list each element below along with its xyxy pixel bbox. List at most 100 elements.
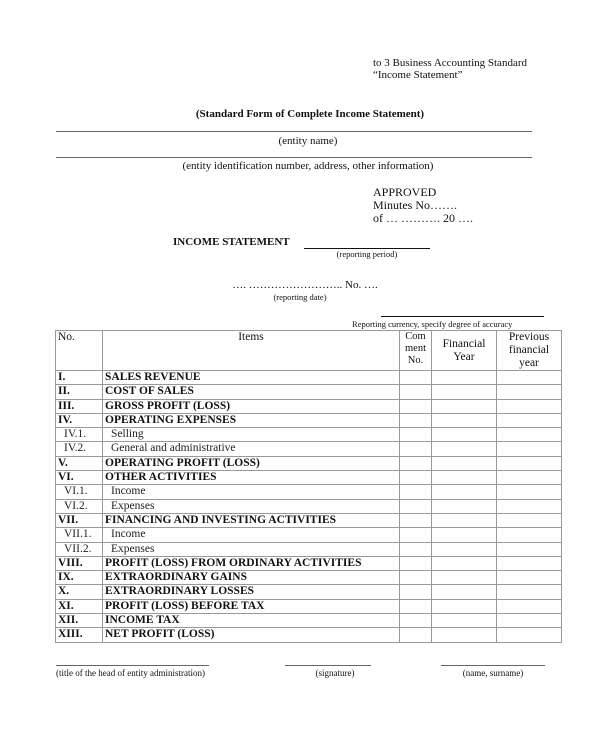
row-number: V.: [55, 455, 103, 472]
comment-no-cell[interactable]: [399, 384, 432, 400]
row-number: III.: [55, 398, 103, 414]
row-number: IV.2.: [55, 441, 103, 457]
financial-year-cell[interactable]: [431, 441, 497, 457]
financial-year-cell[interactable]: [431, 527, 497, 543]
financial-year-cell[interactable]: [431, 484, 497, 500]
previous-year-cell[interactable]: [496, 498, 562, 514]
financial-year-cell[interactable]: [431, 470, 497, 486]
comment-no-cell[interactable]: [399, 555, 432, 572]
row-item: PROFIT (LOSS) BEFORE TAX: [102, 598, 400, 615]
financial-year-cell[interactable]: [431, 384, 497, 400]
comment-no-cell[interactable]: [399, 470, 432, 486]
row-number: VI.2.: [55, 498, 103, 514]
previous-year-cell[interactable]: [496, 441, 562, 457]
previous-year-cell[interactable]: [496, 584, 562, 600]
comment-no-cell[interactable]: [399, 570, 432, 586]
row-number: XII.: [55, 613, 103, 629]
financial-year-cell[interactable]: [431, 627, 497, 643]
annex-line-2: “Income Statement”: [373, 69, 463, 81]
previous-year-cell[interactable]: [496, 627, 562, 643]
row-number: VI.: [55, 470, 103, 486]
reporting-period-line[interactable]: [304, 248, 430, 249]
comment-no-cell[interactable]: [399, 541, 432, 557]
table-row: III. GROSS PROFIT (LOSS): [55, 398, 562, 414]
signature-line[interactable]: [285, 665, 371, 666]
name-line[interactable]: [441, 665, 545, 666]
comment-no-cell[interactable]: [399, 427, 432, 443]
table-row: VII.2. Expenses: [55, 541, 562, 557]
previous-year-cell[interactable]: [496, 512, 562, 529]
comment-no-cell[interactable]: [399, 498, 432, 514]
comment-no-cell[interactable]: [399, 398, 432, 414]
row-number: VII.: [55, 512, 103, 529]
financial-year-cell[interactable]: [431, 427, 497, 443]
comment-no-cell[interactable]: [399, 441, 432, 457]
financial-year-cell[interactable]: [431, 412, 497, 429]
currency-label: Reporting currency, specify degree of ac…: [352, 319, 513, 329]
comment-no-cell[interactable]: [399, 584, 432, 600]
financial-year-cell[interactable]: [431, 455, 497, 472]
financial-year-cell[interactable]: [431, 541, 497, 557]
comment-no-cell[interactable]: [399, 598, 432, 615]
previous-year-cell[interactable]: [496, 369, 562, 386]
previous-year-cell[interactable]: [496, 613, 562, 629]
previous-year-cell[interactable]: [496, 541, 562, 557]
comment-no-cell[interactable]: [399, 455, 432, 472]
previous-year-cell[interactable]: [496, 527, 562, 543]
previous-year-cell[interactable]: [496, 470, 562, 486]
previous-year-cell[interactable]: [496, 384, 562, 400]
row-number: VI.1.: [55, 484, 103, 500]
row-item: Expenses: [102, 541, 400, 557]
previous-year-cell[interactable]: [496, 427, 562, 443]
table-row: VII.1. Income: [55, 527, 562, 543]
comment-no-cell[interactable]: [399, 369, 432, 386]
financial-year-cell[interactable]: [431, 584, 497, 600]
row-item: General and administrative: [102, 441, 400, 457]
row-item: Selling: [102, 427, 400, 443]
previous-year-cell[interactable]: [496, 598, 562, 615]
financial-year-cell[interactable]: [431, 570, 497, 586]
table-row: I. SALES REVENUE: [55, 369, 562, 386]
table-body: I. SALES REVENUE II. COST OF SALES III. GROSS…: [55, 369, 562, 643]
comment-no-cell[interactable]: [399, 627, 432, 643]
financial-year-cell[interactable]: [431, 598, 497, 615]
financial-year-cell[interactable]: [431, 369, 497, 386]
entity-info-label: (entity identification number, address, …: [182, 160, 434, 172]
comment-no-cell[interactable]: [399, 484, 432, 500]
financial-year-cell[interactable]: [431, 613, 497, 629]
row-number: IV.: [55, 412, 103, 429]
previous-year-cell[interactable]: [496, 484, 562, 500]
previous-year-cell[interactable]: [496, 455, 562, 472]
row-item: PROFIT (LOSS) FROM ORDINARY ACTIVITIES: [102, 555, 400, 572]
table-row: VIII. PROFIT (LOSS) FROM ORDINARY ACTIVIT…: [55, 555, 562, 572]
financial-year-cell[interactable]: [431, 498, 497, 514]
form-title: (Standard Form of Complete Income Statem…: [195, 108, 425, 120]
previous-year-cell[interactable]: [496, 570, 562, 586]
previous-year-cell[interactable]: [496, 555, 562, 572]
minutes-field: Minutes No…….: [373, 198, 457, 212]
previous-year-cell[interactable]: [496, 398, 562, 414]
name-label: (name, surname): [462, 668, 524, 678]
signature-label: (signature): [315, 668, 355, 678]
row-item: COST OF SALES: [102, 384, 400, 400]
row-item: OPERATING PROFIT (LOSS): [102, 455, 400, 472]
financial-year-cell[interactable]: [431, 512, 497, 529]
comment-no-cell[interactable]: [399, 512, 432, 529]
previous-year-cell[interactable]: [496, 412, 562, 429]
head-title-line[interactable]: [56, 665, 209, 666]
row-item: NET PROFIT (LOSS): [102, 627, 400, 643]
comment-no-cell[interactable]: [399, 613, 432, 629]
annex-line-1: to 3 Business Accounting Standard: [373, 57, 527, 69]
comment-no-cell[interactable]: [399, 412, 432, 429]
row-item: SALES REVENUE: [102, 369, 400, 386]
financial-year-cell[interactable]: [431, 555, 497, 572]
row-number: XIII.: [55, 627, 103, 643]
currency-line[interactable]: [381, 316, 544, 317]
entity-info-line[interactable]: [56, 157, 532, 158]
entity-name-line[interactable]: [56, 131, 532, 132]
row-item: GROSS PROFIT (LOSS): [102, 398, 400, 414]
col-header-financial-year: Financial Year: [431, 330, 497, 371]
financial-year-cell[interactable]: [431, 398, 497, 414]
comment-no-cell[interactable]: [399, 527, 432, 543]
